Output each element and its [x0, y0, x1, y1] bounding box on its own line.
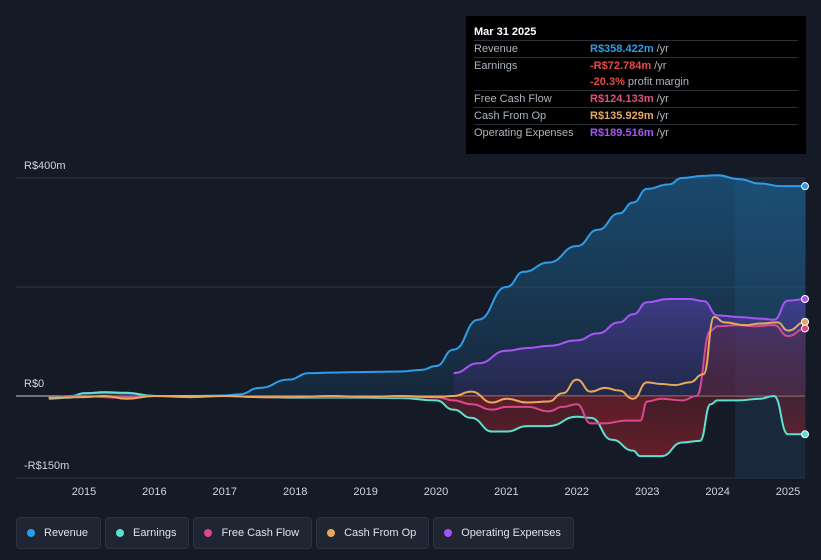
tooltip-row-revenue: Revenue R$358.422m /yr: [474, 40, 798, 57]
legend-item-cash-from-op[interactable]: Cash From Op: [316, 517, 430, 549]
x-tick-label: 2016: [142, 486, 166, 498]
cash-from-op-line: [48, 315, 806, 404]
operating-expenses-dot-icon: [444, 529, 453, 537]
x-tick-label: 2020: [424, 486, 448, 498]
tooltip-unit: /yr: [656, 127, 669, 139]
tooltip-unit: /yr: [654, 60, 667, 72]
free-cash-flow-dot-icon: [204, 529, 213, 537]
earnings-dot-icon: [116, 529, 125, 537]
x-tick-label: 2015: [72, 486, 96, 498]
tooltip-row-profit-margin: -20.3% profit margin: [474, 74, 798, 90]
x-tick-label: 2019: [353, 486, 377, 498]
legend-label: Earnings: [133, 527, 177, 539]
y-tick-label: R$0: [24, 378, 44, 390]
legend-item-operating-expenses[interactable]: Operating Expenses: [433, 517, 574, 549]
earnings-end-marker: [801, 430, 809, 439]
x-tick-label: 2024: [705, 486, 729, 498]
legend: Revenue Earnings Free Cash Flow Cash Fro…: [16, 517, 578, 549]
tooltip-value: -20.3%: [590, 76, 625, 88]
tooltip-unit: profit margin: [627, 76, 689, 88]
legend-label: Cash From Op: [344, 527, 417, 539]
x-tick-label: 2018: [283, 486, 307, 498]
tooltip-value: R$358.422m: [590, 43, 654, 55]
series-lines: [48, 174, 806, 458]
earnings-area: [48, 392, 806, 457]
tooltip-label: Free Cash Flow: [474, 93, 552, 105]
y-axis-labels: R$400m R$0 -R$150m: [24, 160, 69, 472]
cash-from-op-end-marker: [801, 317, 809, 326]
x-tick-label: 2021: [494, 486, 518, 498]
tooltip-value: R$189.516m: [590, 127, 654, 139]
tooltip-value: -R$72.784m: [590, 60, 652, 72]
chart: R$400m R$0 -R$150m 2015 2016 2017 2018 2019 202…: [16, 160, 809, 498]
tooltip-row-cash-from-op: Cash From Op R$135.929m /yr: [474, 107, 798, 124]
cash-from-op-dot-icon: [327, 529, 336, 537]
y-tick-label: -R$150m: [24, 460, 69, 472]
legend-label: Operating Expenses: [461, 527, 561, 539]
area-fills: [48, 175, 806, 457]
legend-label: Free Cash Flow: [221, 527, 300, 539]
legend-item-free-cash-flow[interactable]: Free Cash Flow: [193, 517, 313, 549]
tooltip-label: Operating Expenses: [474, 127, 574, 139]
x-tick-label: 2017: [213, 486, 237, 498]
tooltip-label: Cash From Op: [474, 110, 547, 122]
end-markers: [801, 182, 809, 439]
operating-expenses-end-marker: [801, 294, 809, 303]
tooltip-unit: /yr: [656, 110, 669, 122]
revenue-end-marker: [801, 182, 809, 191]
tooltip-row-free-cash-flow: Free Cash Flow R$124.133m /yr: [474, 90, 798, 107]
legend-item-revenue[interactable]: Revenue: [16, 517, 102, 549]
legend-label: Revenue: [44, 527, 89, 539]
tooltip-label: Revenue: [474, 43, 519, 55]
x-tick-label: 2022: [565, 486, 589, 498]
tooltip-label: Earnings: [474, 60, 518, 72]
earnings-line: [48, 391, 806, 458]
free-cash-flow-end-marker: [801, 324, 809, 333]
tooltip-date: Mar 31 2025: [474, 26, 537, 38]
legend-item-earnings[interactable]: Earnings: [105, 517, 190, 549]
tooltip-unit: /yr: [656, 43, 669, 55]
tooltip-label: [474, 74, 590, 90]
x-tick-label: 2023: [635, 486, 659, 498]
tooltip: Mar 31 2025 Revenue R$358.422m /yr Earni…: [466, 16, 806, 154]
tooltip-row-earnings: Earnings -R$72.784m /yr: [474, 57, 798, 74]
operating-expenses-line: [453, 297, 806, 375]
tooltip-value: R$124.133m: [590, 93, 654, 105]
tooltip-value: R$135.929m: [590, 110, 654, 122]
y-tick-label: R$400m: [24, 160, 66, 172]
x-axis-labels: 2015 2016 2017 2018 2019 2020 2021 2022 2023 2024…: [72, 486, 800, 498]
x-tick-label: 2025: [776, 486, 800, 498]
revenue-dot-icon: [27, 529, 35, 537]
tooltip-row-operating-expenses: Operating Expenses R$189.516m /yr: [474, 124, 798, 141]
free-cash-flow-area: [48, 325, 806, 424]
tooltip-unit: /yr: [656, 93, 669, 105]
